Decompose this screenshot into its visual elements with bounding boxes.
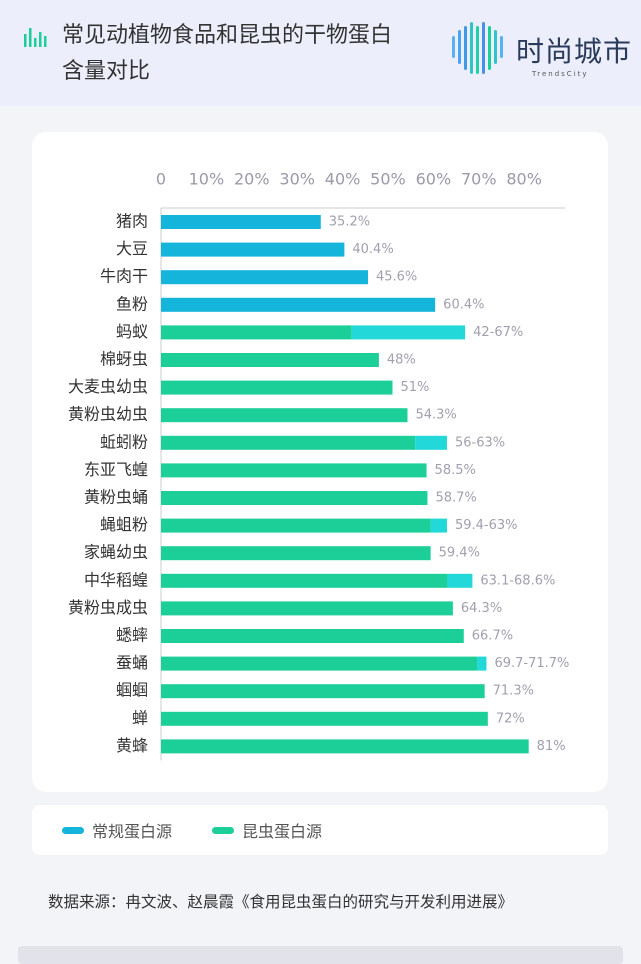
bar	[161, 353, 379, 367]
value-label: 59.4%	[439, 546, 480, 561]
bar	[161, 463, 427, 478]
value-label: 45.6%	[376, 270, 417, 285]
logo-icon	[452, 22, 503, 74]
legend-label: 昆虫蛋白源	[242, 822, 323, 841]
x-tick-label: 80%	[506, 170, 542, 189]
bar	[161, 573, 448, 588]
bar	[161, 739, 529, 754]
source: 数据来源：冉文波、赵晨霞《食用昆虫蛋白的研究与开发利用进展》	[48, 893, 514, 911]
value-label: 35.2%	[329, 215, 370, 230]
bar	[161, 601, 453, 616]
y-tick-label: 鱼粉	[116, 294, 148, 313]
value-label: 66.7%	[472, 629, 513, 644]
value-label: 81%	[537, 739, 566, 754]
bar	[161, 656, 478, 671]
chart-card	[32, 132, 608, 792]
y-tick-label: 黄粉虫成虫	[68, 598, 148, 617]
legend-swatch	[212, 826, 235, 834]
y-tick-label: 黄粉虫幼虫	[68, 405, 148, 424]
value-label: 59.4-63%	[455, 518, 518, 533]
y-tick-label: 蚯蚓粉	[100, 432, 148, 451]
x-tick-label: 70%	[461, 170, 497, 189]
legend-label: 常规蛋白源	[92, 822, 173, 841]
x-tick-label: 10%	[189, 170, 225, 189]
bar	[161, 435, 416, 450]
y-tick-label: 蚕蛹	[116, 653, 148, 672]
bar	[161, 380, 393, 395]
legend-item: 昆虫蛋白源	[212, 818, 322, 842]
value-label: 51%	[401, 380, 430, 395]
y-tick-label: 牛肉干	[100, 267, 148, 286]
y-tick-label: 猪肉	[116, 212, 148, 231]
bar	[161, 518, 431, 533]
x-tick-label: 60%	[416, 170, 452, 189]
value-label: 63.1-68.6%	[480, 573, 555, 588]
legend-card	[32, 805, 608, 855]
value-label: 48%	[387, 353, 416, 368]
bar	[161, 325, 352, 340]
y-tick-label: 棉蚜虫	[100, 350, 148, 369]
y-tick-label: 蝉	[132, 708, 148, 727]
y-tick-label: 蟋蟀	[116, 626, 148, 645]
value-label: 64.3%	[461, 601, 502, 616]
value-label: 54.3%	[415, 408, 456, 423]
legend-item: 常规蛋白源	[62, 818, 172, 842]
value-label: 72%	[496, 711, 525, 726]
y-tick-label: 大麦虫幼虫	[68, 377, 148, 396]
bar	[161, 546, 431, 561]
x-tick-label: 40%	[325, 170, 361, 189]
y-tick-label: 蝇蛆粉	[100, 515, 148, 534]
range-bar	[351, 325, 466, 340]
value-label: 69.7-71.7%	[494, 656, 569, 671]
header-bg	[0, 0, 641, 106]
bar	[161, 629, 464, 643]
x-tick-label: 0	[156, 170, 166, 189]
bar	[161, 242, 345, 257]
footer-bar	[18, 946, 623, 964]
range-bar	[430, 518, 447, 533]
y-tick-label: 蝈蝈	[116, 681, 148, 700]
range-bar	[477, 656, 487, 671]
value-label: 60.4%	[443, 297, 484, 312]
legend-swatch	[62, 826, 84, 834]
value-label: 58.5%	[435, 463, 476, 478]
legend: 常规蛋白源 昆虫蛋白源	[62, 818, 322, 842]
value-label: 40.4%	[352, 242, 393, 257]
bar	[161, 270, 368, 285]
bar	[161, 684, 485, 699]
bar	[161, 711, 488, 726]
y-tick-label: 大豆	[116, 239, 148, 258]
plot: 0 10% 20% 30% 40% 50% 60% 70% 80% 猪肉 35.2% 大豆 40.4% 牛…	[68, 170, 569, 761]
value-label: 71.3%	[493, 684, 534, 699]
y-tick-label: 中华稻蝗	[84, 570, 148, 589]
logo-subtext: TrendsCity	[532, 70, 589, 78]
bar	[161, 491, 428, 505]
range-bar	[447, 573, 473, 588]
bar	[161, 297, 436, 312]
range-bar	[415, 435, 447, 450]
y-tick-label: 东亚飞蝗	[84, 460, 148, 479]
bar	[161, 408, 408, 423]
value-label: 42-67%	[473, 325, 523, 340]
value-label: 58.7%	[435, 491, 476, 506]
chart-title: 常见动植物食品和昆虫的干物蛋白含量对比	[62, 23, 393, 84]
y-tick-label: 黄粉虫蛹	[84, 488, 148, 507]
title-icon	[24, 28, 47, 47]
y-tick-label: 家蝇幼虫	[84, 543, 148, 562]
value-label: 56-63%	[455, 435, 505, 450]
bar	[161, 215, 321, 229]
y-tick-label: 黄蜂	[116, 736, 148, 755]
y-tick-label: 蚂蚁	[116, 322, 148, 341]
x-tick-label: 50%	[370, 170, 406, 189]
x-tick-label: 20%	[234, 170, 270, 189]
logo-text: 时尚城市	[516, 35, 633, 68]
x-tick-label: 30%	[279, 170, 315, 189]
